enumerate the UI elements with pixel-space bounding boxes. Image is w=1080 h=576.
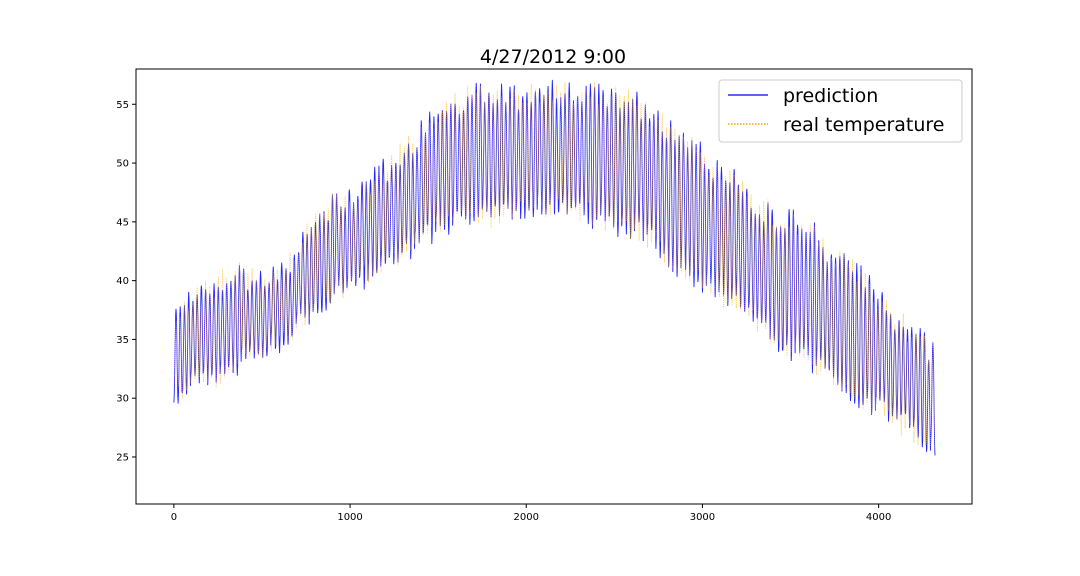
y-tick-label: 35 [116,335,129,346]
x-tick-label: 2000 [514,512,539,523]
x-tick-label: 0 [171,512,177,523]
x-tick-label: 1000 [337,512,362,523]
y-tick-label: 30 [116,394,129,405]
y-tick-label: 50 [116,159,129,170]
series-line-real-temperature [173,82,936,450]
legend-box [718,79,963,143]
series-layer [173,79,936,456]
y-tick-label: 25 [116,452,129,463]
y-tick-label: 55 [116,100,129,111]
legend-label-prediction: prediction [783,85,878,107]
plot-area: 0 1000 2000 3000 4000 25 30 35 40 45 50 55 [116,68,973,523]
axes-frame [135,68,973,505]
chart-title: 4/27/2012 9:00 [480,46,626,68]
y-tick-label: 45 [116,217,129,228]
x-tick-label: 4000 [866,512,891,523]
x-axis-ticks: 0 1000 2000 3000 4000 [171,504,891,523]
x-tick-label: 3000 [690,512,715,523]
legend-label-real-temperature: real temperature [783,114,944,136]
y-axis-ticks: 25 30 35 40 45 50 55 [116,100,136,463]
y-tick-label: 40 [116,276,129,287]
legend: prediction real temperature [718,79,963,143]
